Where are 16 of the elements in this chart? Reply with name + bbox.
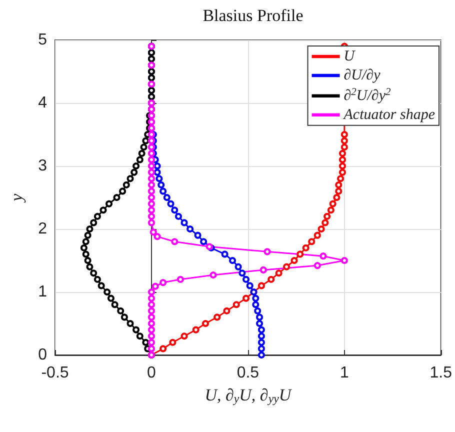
y-tick-label: 3 xyxy=(38,158,48,174)
y-tick-label: 2 xyxy=(38,220,48,238)
legend-label: ∂U/∂y xyxy=(344,68,381,84)
x-tick-label: -0.5 xyxy=(41,364,69,382)
y-tick-label: 5 xyxy=(38,32,48,48)
legend-label: Actuator shape xyxy=(342,106,436,123)
legend-label: U xyxy=(344,48,356,64)
x-tick-label: 0.5 xyxy=(236,364,260,382)
y-tick-label: 1 xyxy=(38,284,48,300)
x-tick-label: 1.5 xyxy=(430,364,452,382)
chart-title: Blasius Profile xyxy=(202,6,304,25)
y-axis-title: y xyxy=(7,193,26,204)
y-tick-label: 0 xyxy=(38,346,48,364)
x-tick-label: 0 xyxy=(147,364,156,382)
x-tick-label: 1 xyxy=(340,364,349,382)
y-tick-label: 4 xyxy=(38,94,48,112)
